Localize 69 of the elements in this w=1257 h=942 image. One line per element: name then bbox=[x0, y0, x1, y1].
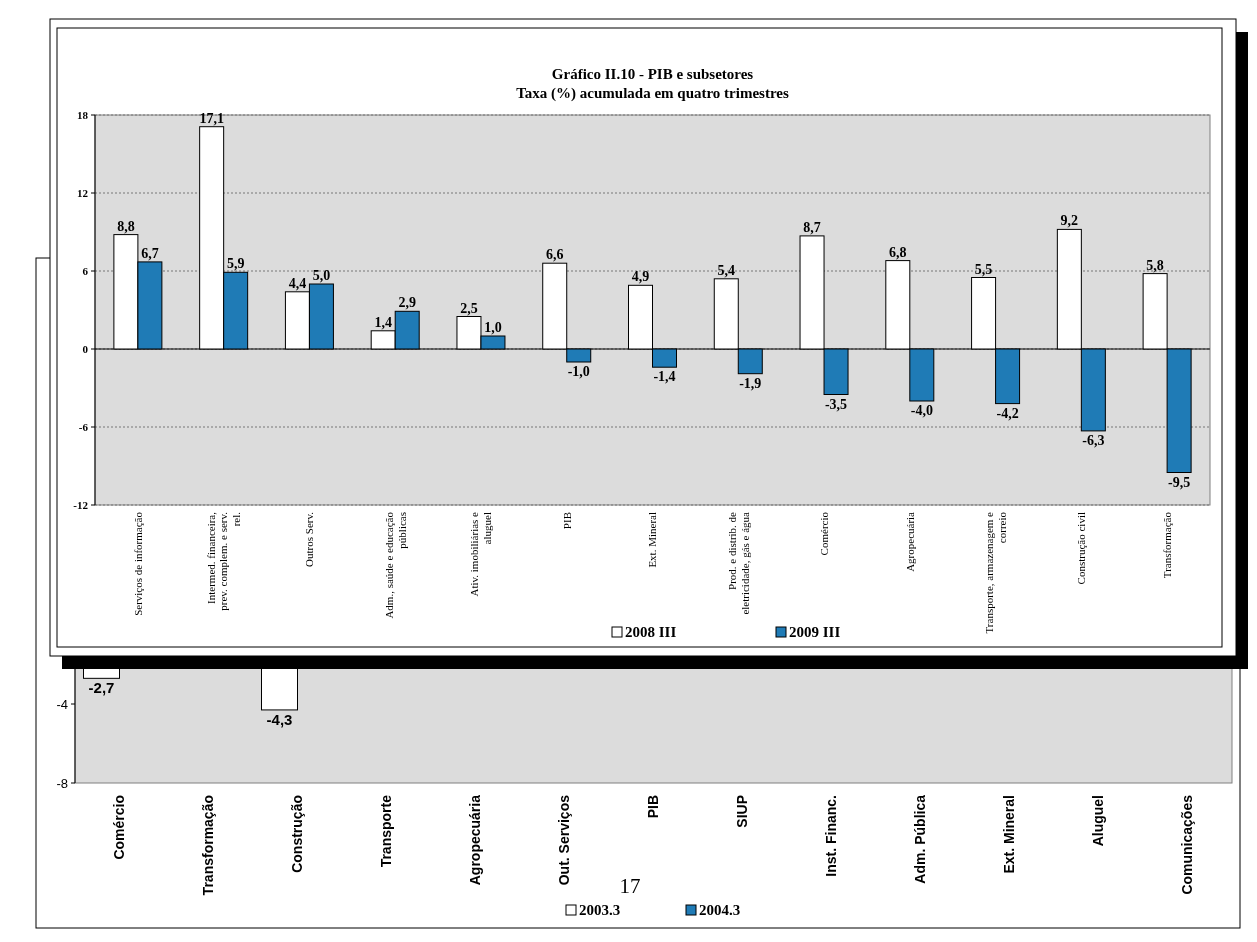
legend-label: 2008 III bbox=[625, 624, 677, 640]
data-label: 17,1 bbox=[199, 110, 224, 126]
data-label: 8,7 bbox=[803, 219, 821, 235]
x-tick-label: PIB bbox=[645, 795, 662, 819]
x-tick-label: Ativ. imobiliárias e aluguel bbox=[468, 511, 494, 597]
x-tick-label: Construção civil bbox=[1075, 512, 1088, 585]
x-tick-label: Adm. Pública bbox=[912, 794, 929, 884]
data-label: 4,9 bbox=[631, 269, 650, 285]
x-tick-label: Transporte bbox=[378, 794, 395, 868]
x-tick-label: Ext. Mineral bbox=[1001, 795, 1018, 874]
legend-label: 2004.3 bbox=[699, 902, 741, 918]
data-label: 6,7 bbox=[141, 245, 159, 261]
data-label: -1,0 bbox=[567, 364, 590, 379]
data-label: 4,4 bbox=[288, 275, 307, 291]
y-tick-label: -12 bbox=[73, 498, 89, 511]
chart-title: Gráfico II.10 - PIB e subsetores bbox=[551, 66, 754, 82]
x-tick-label: Intermed. financeira, prev. complem. e serv. rel. bbox=[204, 511, 243, 611]
data-label: 2,5 bbox=[460, 300, 478, 316]
x-tick-label: Ext. Mineral bbox=[646, 512, 659, 568]
x-tick-label: Comunicações bbox=[1179, 794, 1196, 895]
x-tick-label: PIB bbox=[560, 512, 573, 530]
x-tick-label: Comércio bbox=[817, 511, 830, 556]
x-tick-label: Transporte, armazenagem e correio bbox=[982, 511, 1008, 634]
data-label: 6,6 bbox=[545, 247, 564, 263]
data-label: -3,5 bbox=[824, 396, 848, 412]
x-tick-label: Agropecuária bbox=[467, 794, 484, 886]
x-tick-label: Comércio bbox=[111, 795, 128, 860]
data-label: 9,2 bbox=[1060, 213, 1079, 229]
x-tick-label: Transformação bbox=[200, 795, 217, 896]
legend-label: 2009 III bbox=[789, 624, 841, 640]
y-tick-label: 12 bbox=[77, 186, 89, 199]
data-label: -1,4 bbox=[653, 369, 676, 385]
data-label: 6,8 bbox=[889, 244, 907, 260]
data-label: -4,3 bbox=[266, 710, 293, 728]
x-tick-label: Transformação bbox=[1160, 511, 1173, 579]
y-tick-label: 0 bbox=[82, 342, 89, 355]
x-tick-label: Aluguel bbox=[1090, 795, 1107, 847]
data-label: 5,4 bbox=[717, 262, 736, 278]
x-tick-label: Inst. Financ. bbox=[823, 795, 840, 877]
x-tick-label: Prod. e distrib. de eletricidade, gás e água bbox=[725, 511, 751, 615]
y-tick-label: -6 bbox=[78, 420, 89, 433]
data-label: -2,7 bbox=[88, 679, 115, 697]
data-label: -4,2 bbox=[996, 405, 1019, 421]
x-tick-label: Agropecuária bbox=[903, 511, 916, 572]
data-label: 5,5 bbox=[974, 261, 993, 277]
chart-subtitle: Taxa (%) acumulada em quatro trimestres bbox=[516, 85, 789, 102]
data-label: -9,5 bbox=[1168, 474, 1191, 490]
data-label: -4,0 bbox=[910, 403, 933, 418]
data-label: 2,9 bbox=[398, 295, 416, 311]
x-tick-label: SIUP bbox=[734, 795, 751, 828]
data-label: -1,9 bbox=[739, 375, 762, 391]
legend-label: 2003.3 bbox=[579, 902, 621, 918]
data-label: -6,3 bbox=[1082, 432, 1105, 448]
x-tick-label: Construção bbox=[289, 795, 306, 873]
y-tick-label: -8 bbox=[56, 775, 68, 791]
data-label: 5,0 bbox=[312, 268, 331, 283]
x-tick-label: Adm., saúde e educação públicas bbox=[382, 511, 408, 619]
y-tick-label: -4 bbox=[56, 696, 68, 712]
text: 17 bbox=[619, 874, 641, 898]
data-label: 8,8 bbox=[117, 218, 135, 234]
x-tick-label: Outros Serv. bbox=[303, 511, 316, 567]
data-label: 5,8 bbox=[1146, 257, 1164, 273]
data-label: 1,4 bbox=[374, 314, 392, 330]
data-label: 1,0 bbox=[484, 320, 502, 335]
y-tick-label: 6 bbox=[82, 264, 89, 277]
y-tick-label: 18 bbox=[77, 108, 89, 121]
x-tick-label: Out. Serviços bbox=[556, 794, 573, 886]
data-label: 5,9 bbox=[226, 256, 245, 272]
x-tick-label: Serviços de informação bbox=[131, 511, 144, 616]
